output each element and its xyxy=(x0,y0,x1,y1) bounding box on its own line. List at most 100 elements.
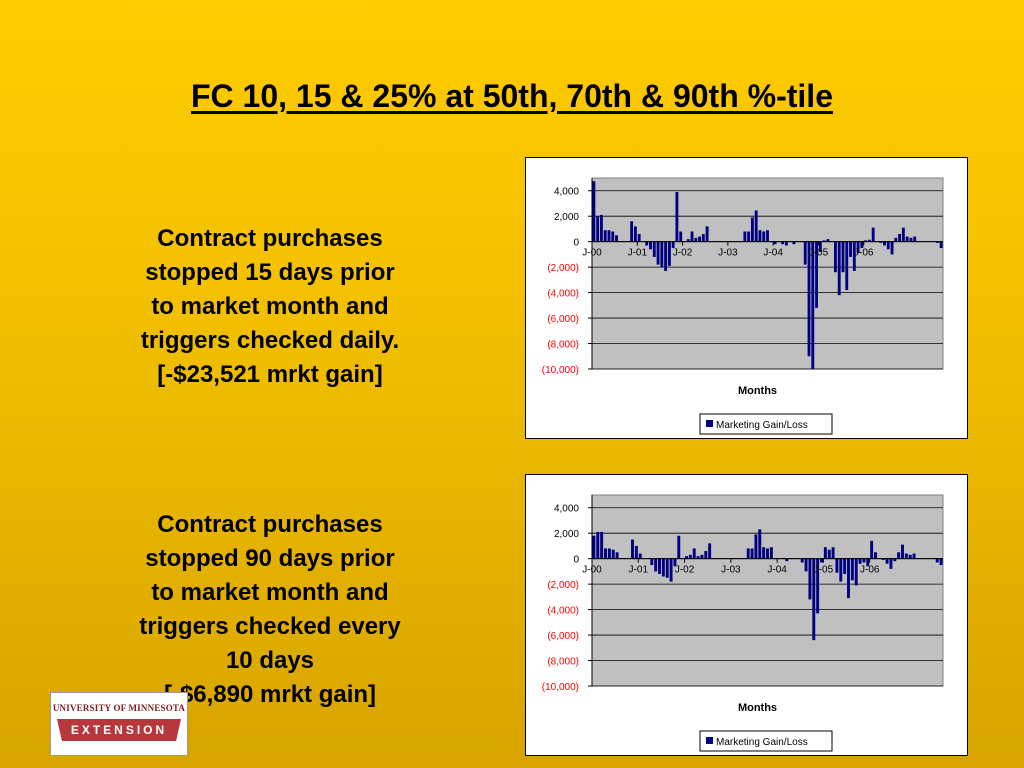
bar xyxy=(862,558,866,563)
bar xyxy=(607,548,611,559)
chart-legend: Marketing Gain/Loss xyxy=(699,413,833,435)
bar xyxy=(894,237,898,242)
x-tick-label: J-04 xyxy=(763,248,783,259)
bar xyxy=(750,548,754,559)
bar xyxy=(897,552,901,559)
bar xyxy=(754,210,758,242)
bar xyxy=(815,241,818,308)
bar xyxy=(773,241,777,245)
plot-area xyxy=(591,494,944,687)
bar xyxy=(879,241,883,243)
x-tick-label: J-00 xyxy=(582,565,602,576)
y-tick-label: 4,000 xyxy=(554,187,579,198)
bar xyxy=(665,558,669,578)
chart-legend: Marketing Gain/Loss xyxy=(699,730,833,752)
x-tick-label: J-05 xyxy=(814,565,834,576)
bar xyxy=(847,558,850,599)
legend-label: Marketing Gain/Loss xyxy=(716,737,808,748)
y-tick-label: (6,000) xyxy=(547,631,579,642)
y-tick-label: (4,000) xyxy=(547,606,579,617)
bar xyxy=(804,558,808,572)
bar xyxy=(831,547,835,559)
chart-canvas: 4,000 2,000 0 (2,000) (4,000) (6,000) (8,000) (… xyxy=(542,177,944,435)
bar xyxy=(843,558,847,574)
bar xyxy=(837,241,841,296)
x-tick-label: J-00 xyxy=(582,248,602,259)
bar xyxy=(746,548,750,559)
x-tick-label: J-06 xyxy=(860,565,880,576)
bar xyxy=(800,558,804,563)
bar xyxy=(637,234,641,242)
bar xyxy=(792,241,796,245)
bar xyxy=(866,558,870,567)
bar xyxy=(700,554,704,559)
bar xyxy=(874,552,877,559)
bar xyxy=(904,553,908,559)
caption-gain: [-$6,890 mrkt gain] xyxy=(163,681,377,709)
bar xyxy=(649,241,652,250)
x-tick-label: J-06 xyxy=(854,248,874,259)
bar xyxy=(743,231,747,242)
bar xyxy=(685,556,688,559)
bar xyxy=(867,239,871,242)
bar xyxy=(645,241,649,246)
bar xyxy=(708,543,712,559)
bar xyxy=(841,241,845,273)
bar xyxy=(758,529,762,559)
university-logo: UNIVERSITY OF MINNESOTA EXTENSION xyxy=(50,692,188,756)
bar xyxy=(667,241,671,266)
bar xyxy=(658,558,661,574)
bar xyxy=(607,230,611,242)
bar xyxy=(850,558,854,581)
logo-university-text: UNIVERSITY OF MINNESOTA xyxy=(52,703,186,713)
bar xyxy=(611,549,615,559)
bar xyxy=(935,241,939,243)
bar xyxy=(631,539,634,559)
bar xyxy=(913,236,917,242)
y-tick-label: 2,000 xyxy=(554,212,579,223)
legend-box xyxy=(699,730,833,752)
bar xyxy=(854,558,858,586)
bar xyxy=(852,241,856,271)
bar xyxy=(784,241,788,246)
bar xyxy=(835,558,839,573)
bar xyxy=(673,558,677,567)
bar xyxy=(615,235,618,242)
bar xyxy=(905,236,909,242)
bar xyxy=(803,241,807,265)
bar xyxy=(820,558,823,563)
bar xyxy=(592,181,596,242)
x-tick-label: J-02 xyxy=(673,248,693,259)
bar xyxy=(856,241,860,254)
bar xyxy=(686,239,690,242)
bar xyxy=(881,558,885,560)
bar xyxy=(901,227,905,242)
bar xyxy=(858,558,862,564)
bar xyxy=(811,241,815,369)
bar xyxy=(886,241,890,250)
caption-line: Contract purchases xyxy=(157,225,383,252)
caption-gain: [-$23,521 mrkt gain] xyxy=(157,361,383,389)
bar xyxy=(912,553,916,559)
bar xyxy=(701,234,705,242)
y-tick-label: (2,000) xyxy=(547,263,579,274)
bar xyxy=(669,558,673,582)
bar xyxy=(692,548,696,559)
bar xyxy=(818,241,822,252)
y-tick-label: (2,000) xyxy=(547,580,579,591)
logo-extension-band: EXTENSION xyxy=(57,719,181,741)
marketing-chart-2: 4,000 2,000 0 (2,000) (4,000) (6,000) (8,000) (… xyxy=(525,474,968,756)
bar xyxy=(675,192,679,242)
bar xyxy=(816,558,820,614)
bar xyxy=(889,558,893,569)
bar xyxy=(661,558,665,577)
y-tick-label: 0 xyxy=(573,555,579,566)
bar xyxy=(677,535,681,559)
bar xyxy=(885,558,889,564)
bar xyxy=(696,556,700,559)
x-tick-label: J-01 xyxy=(629,565,649,576)
bar xyxy=(864,240,868,242)
bar xyxy=(596,216,600,242)
x-tick-label: J-03 xyxy=(718,248,738,259)
legend-label: Marketing Gain/Loss xyxy=(716,420,808,431)
